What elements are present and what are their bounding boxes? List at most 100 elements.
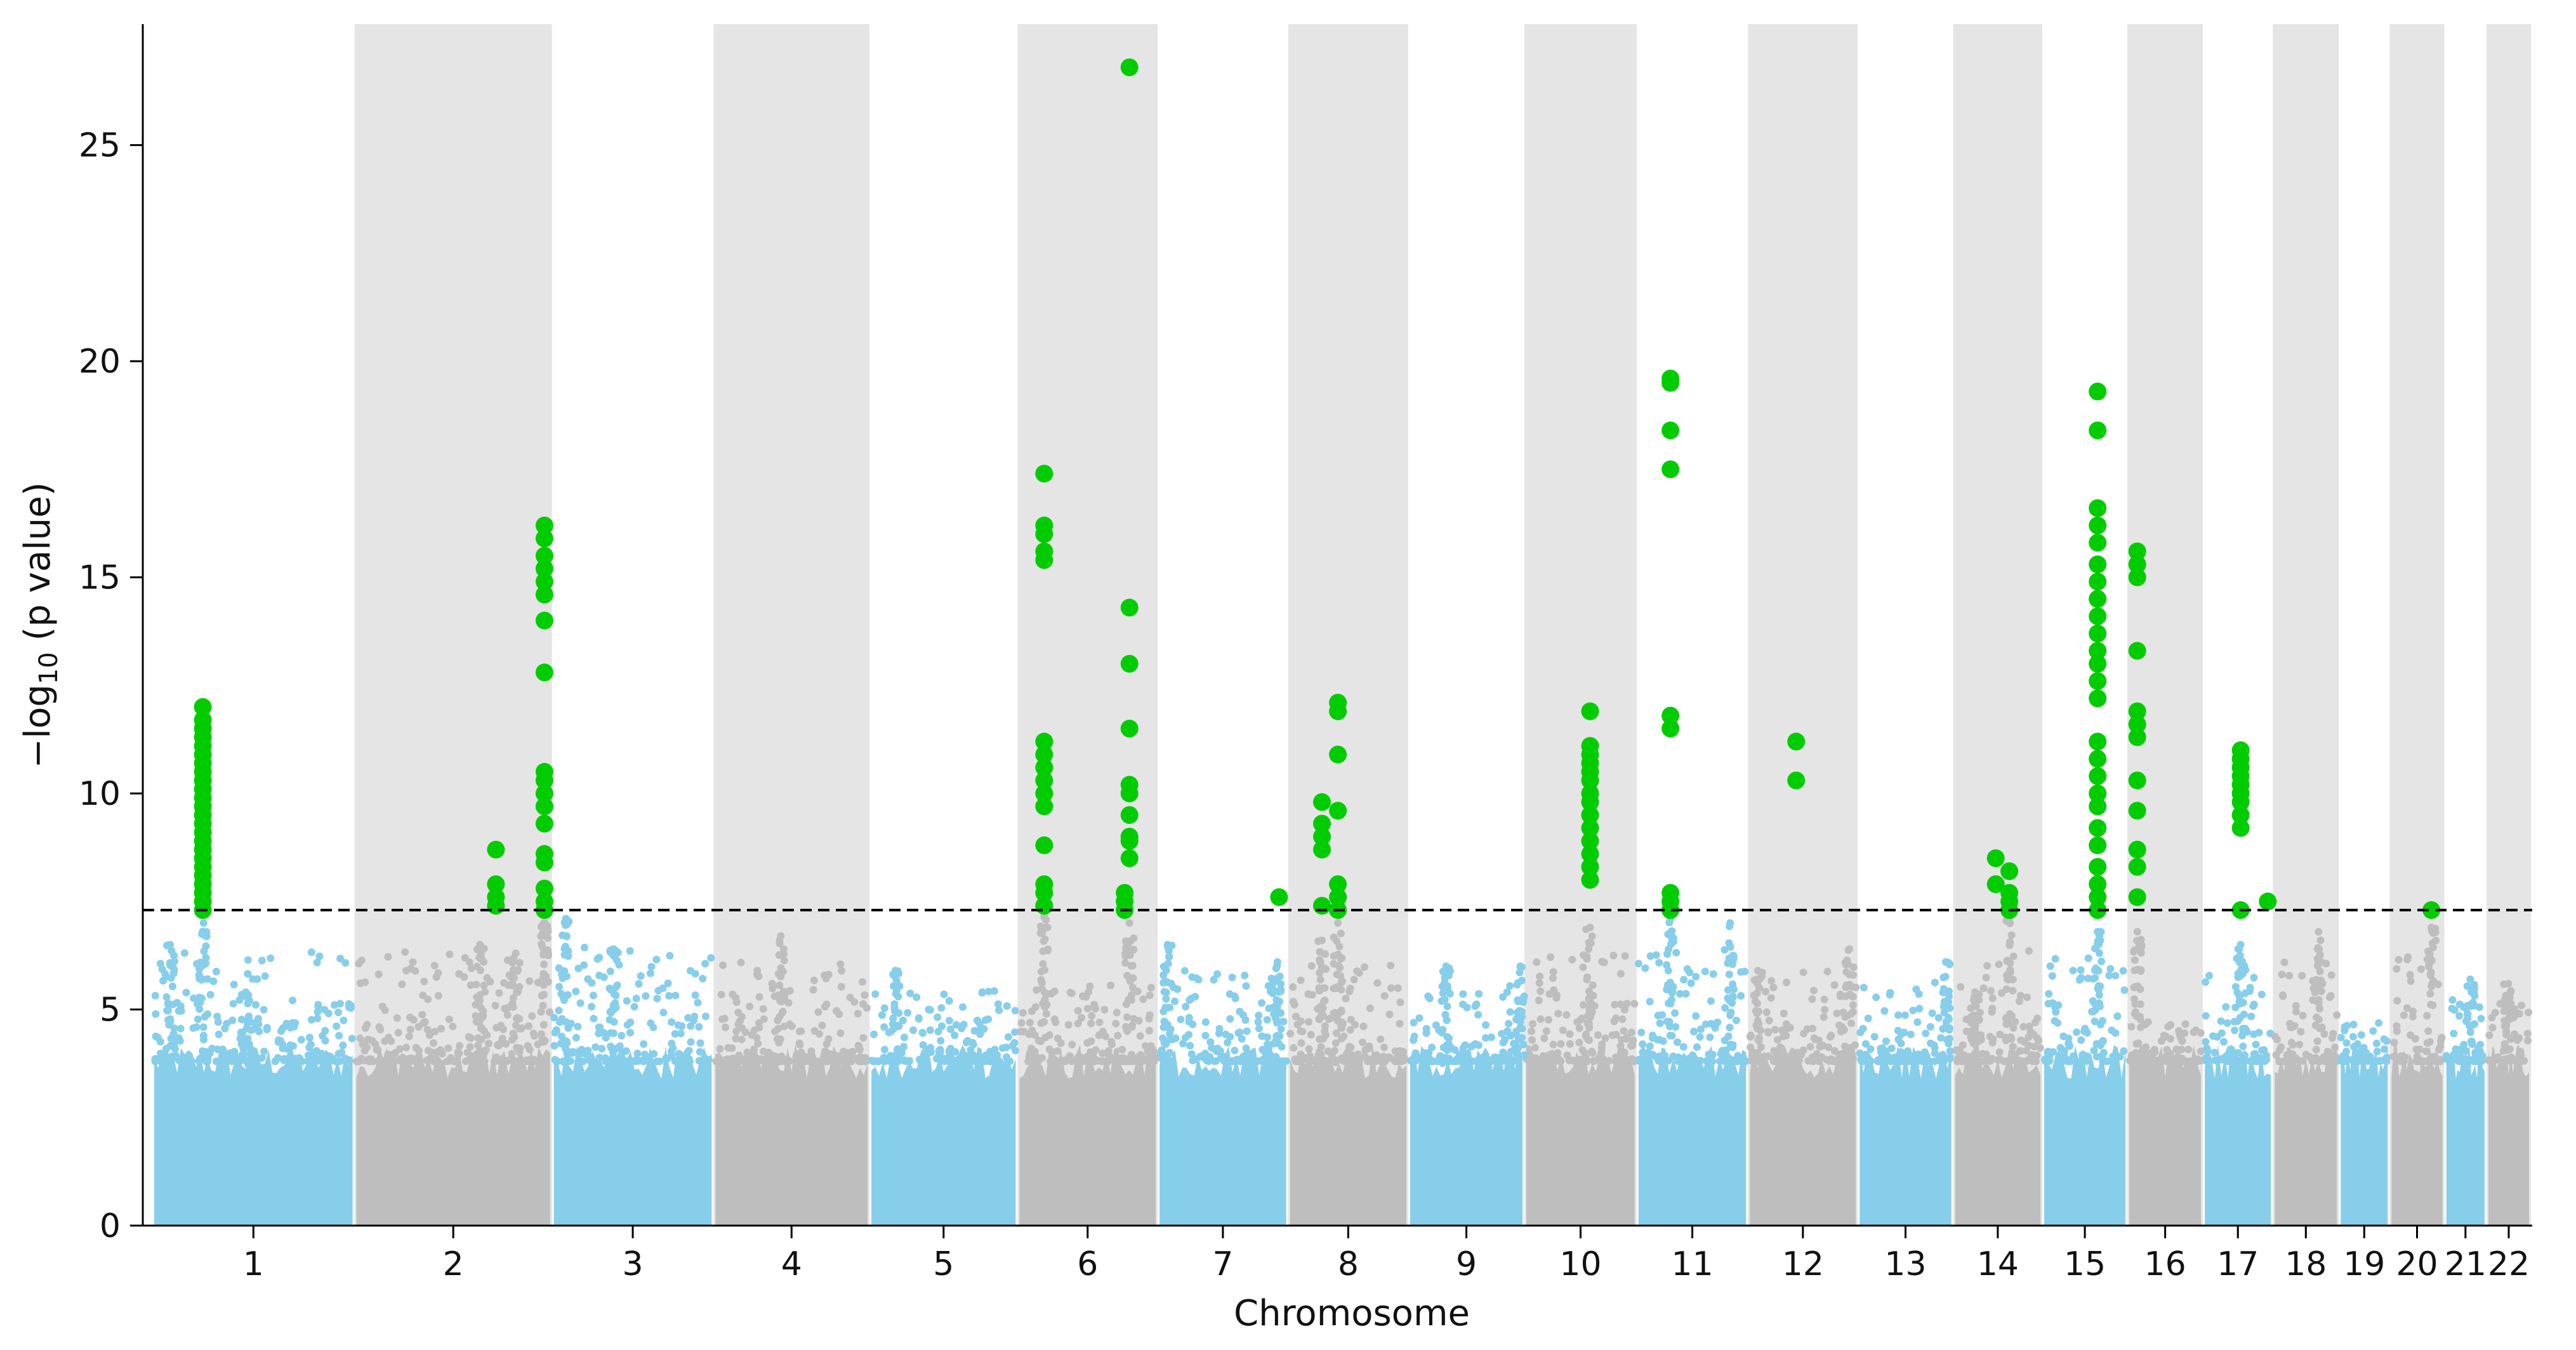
snp-point — [1443, 1033, 1451, 1041]
snp-point — [1896, 1057, 1905, 1066]
snp-point — [2024, 947, 2033, 955]
snp-point — [274, 1054, 282, 1062]
snp-point — [707, 954, 715, 962]
snp-point — [618, 1031, 626, 1040]
chromosome-12-density — [1750, 1044, 1856, 1226]
snp-point — [1536, 1015, 1545, 1023]
snp-point — [797, 1057, 805, 1065]
snp-point — [180, 949, 188, 957]
snp-point — [151, 1057, 159, 1066]
snp-point — [1729, 992, 1737, 1000]
snp-point — [2525, 1009, 2532, 1017]
snp-point — [1707, 997, 1715, 1005]
snp-point — [2406, 970, 2414, 979]
snp-point — [508, 1000, 517, 1007]
snp-point — [717, 991, 725, 998]
snp-point — [1231, 995, 1239, 1002]
snp-point — [701, 960, 710, 968]
snp-point — [1588, 932, 1596, 941]
snp-point — [1042, 1010, 1050, 1018]
snp-point — [626, 1057, 635, 1064]
snp-point — [2000, 1057, 2008, 1065]
snp-point — [609, 1029, 618, 1037]
snp-point — [1641, 964, 1649, 972]
snp-point — [572, 988, 580, 996]
snp-point — [855, 1045, 864, 1054]
significant-point — [2128, 840, 2146, 859]
snp-point — [1747, 1056, 1755, 1064]
snp-point — [434, 969, 442, 977]
snp-point — [1587, 1013, 1595, 1021]
snp-point — [1621, 952, 1629, 960]
hit-chr-10-80 — [1581, 702, 1599, 889]
snp-point — [1121, 959, 1130, 967]
snp-point — [1305, 1045, 1313, 1053]
snp-point — [1216, 1047, 1224, 1055]
snp-point — [1003, 1053, 1010, 1061]
significant-point — [1035, 732, 1054, 751]
x-tick-label-chr-3: 3 — [622, 1245, 643, 1283]
snp-point — [1732, 1016, 1740, 1024]
snp-point — [199, 1031, 208, 1040]
significant-point — [535, 572, 553, 591]
snp-point — [2393, 1027, 2401, 1035]
snp-point — [1696, 1025, 1705, 1033]
snp-point — [195, 1005, 204, 1013]
snp-point — [162, 993, 171, 1001]
snp-point — [1438, 1029, 1446, 1037]
snp-point — [1716, 1057, 1724, 1066]
snp-point — [880, 1023, 888, 1031]
snp-point — [2450, 1029, 2458, 1038]
snp-point — [386, 1057, 395, 1065]
peak-chr-11 — [1722, 919, 1738, 1054]
snp-point — [196, 999, 204, 1007]
chromosome-21-density — [2446, 1044, 2485, 1226]
snp-point — [361, 1024, 369, 1032]
snp-point — [696, 1048, 704, 1056]
snp-point — [981, 1057, 988, 1066]
snp-point — [169, 1030, 178, 1038]
significant-point — [1035, 542, 1054, 560]
significant-point — [1329, 745, 1347, 764]
snp-point — [1335, 943, 1344, 951]
snp-point — [151, 991, 159, 1000]
snp-point — [1967, 1027, 1976, 1035]
snp-point — [562, 921, 570, 929]
x-tick-label-chr-18: 18 — [2285, 1245, 2327, 1283]
snp-point — [1779, 1032, 1787, 1040]
snp-point — [544, 934, 552, 942]
snp-point — [772, 1059, 781, 1068]
snp-point — [615, 961, 623, 969]
snp-point — [1340, 1032, 1348, 1040]
snp-point — [635, 1057, 644, 1065]
snp-point — [361, 978, 369, 986]
snp-point — [2009, 952, 2018, 960]
snp-point — [740, 1057, 748, 1065]
snp-point — [1820, 995, 1828, 1003]
snp-point — [2077, 966, 2085, 974]
snp-point — [691, 991, 699, 999]
snp-point — [203, 1010, 211, 1018]
y-axis-label: −log10 (p value) — [17, 482, 63, 768]
snp-point — [1112, 1019, 1120, 1028]
snp-point — [1920, 1048, 1929, 1056]
snp-point — [1254, 1018, 1262, 1026]
snp-point — [495, 989, 503, 997]
snp-point — [2499, 1057, 2507, 1065]
snp-point — [1387, 984, 1395, 992]
snp-point — [610, 1018, 618, 1026]
snp-point — [1773, 1036, 1781, 1044]
snp-point — [1236, 1028, 1244, 1036]
snp-point — [333, 1022, 341, 1030]
snp-point — [513, 967, 522, 975]
peak-chr-9 — [1437, 962, 1454, 1068]
significant-point — [487, 875, 505, 894]
snp-point — [2412, 1057, 2420, 1065]
snp-point — [357, 956, 366, 965]
snp-point — [171, 957, 178, 965]
snp-point — [805, 1057, 813, 1065]
snp-point — [2169, 1057, 2177, 1065]
snp-point — [918, 1029, 927, 1036]
snp-point — [1549, 1040, 1557, 1049]
